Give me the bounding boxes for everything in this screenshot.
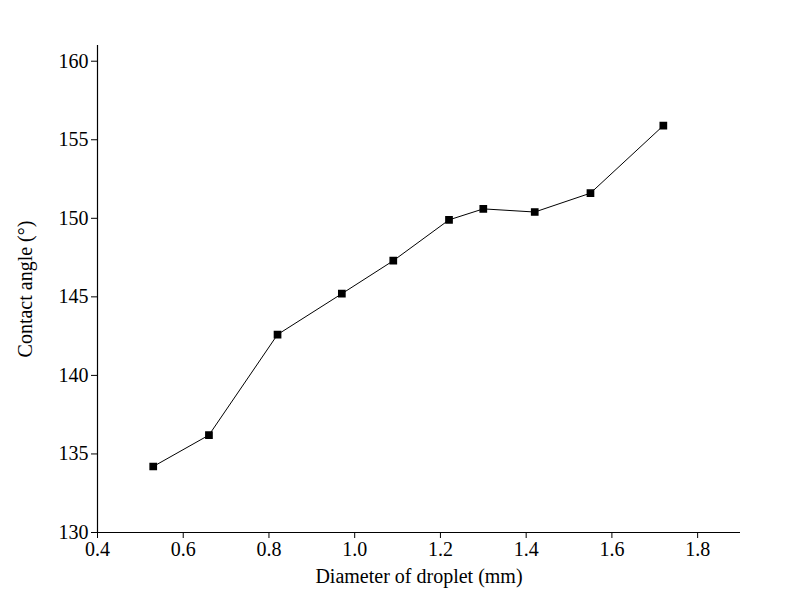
svg-text:135: 135: [59, 442, 89, 464]
svg-text:150: 150: [59, 207, 89, 229]
svg-text:1.0: 1.0: [342, 538, 367, 560]
svg-text:Diameter of droplet (mm): Diameter of droplet (mm): [315, 565, 522, 588]
svg-text:130: 130: [59, 521, 89, 543]
svg-text:160: 160: [59, 50, 89, 72]
svg-text:0.6: 0.6: [171, 538, 196, 560]
svg-text:Contact angle (°): Contact angle (°): [14, 221, 37, 358]
svg-text:0.4: 0.4: [85, 538, 110, 560]
svg-text:140: 140: [59, 364, 89, 386]
svg-text:1.6: 1.6: [599, 538, 624, 560]
svg-text:1.4: 1.4: [514, 538, 539, 560]
svg-text:1.2: 1.2: [428, 538, 453, 560]
svg-text:145: 145: [59, 285, 89, 307]
svg-text:1.8: 1.8: [685, 538, 710, 560]
svg-text:155: 155: [59, 128, 89, 150]
svg-text:0.8: 0.8: [256, 538, 281, 560]
